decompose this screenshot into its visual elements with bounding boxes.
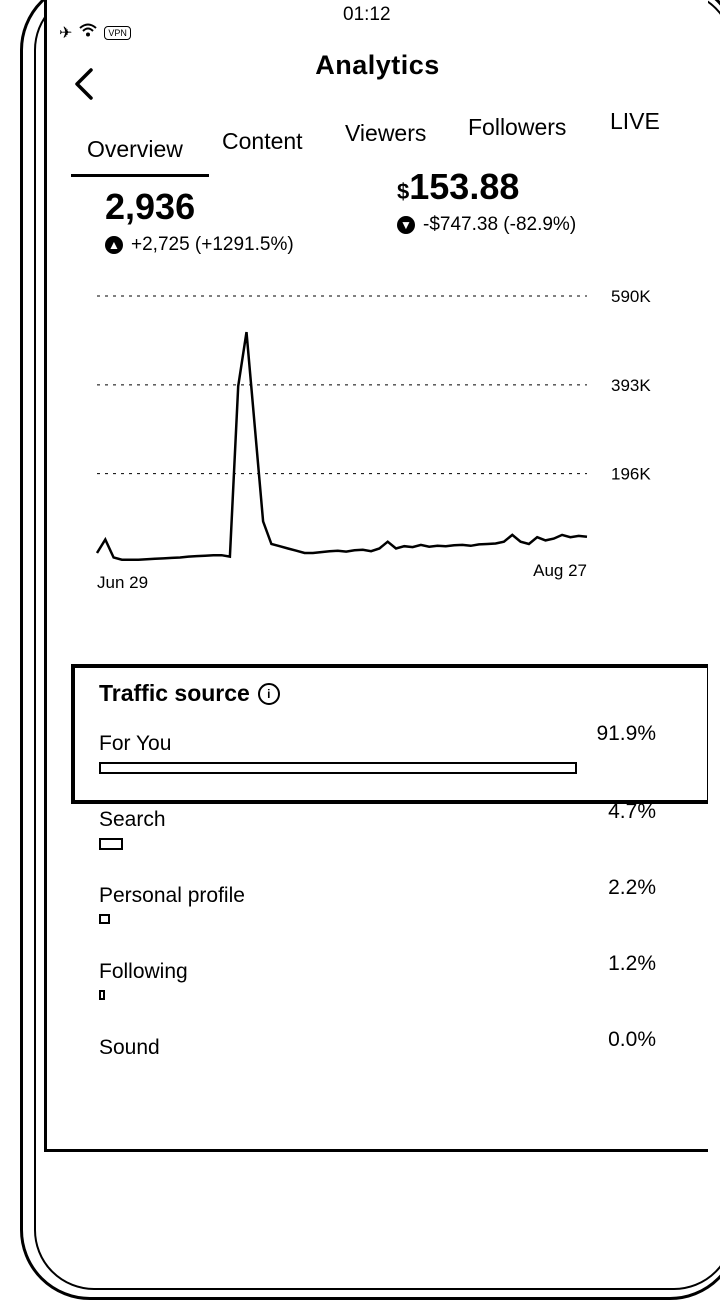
metric-revenue-delta-text: -$747.38 (-82.9%): [423, 214, 577, 235]
status-time: 01:12: [343, 4, 391, 25]
wifi-icon: [78, 22, 98, 43]
x-tick-end: Aug 27: [533, 561, 587, 580]
source-percent: 4.7%: [608, 800, 656, 823]
traffic-source-row: Personal profile 2.2%: [47, 876, 708, 944]
source-bar: [99, 838, 124, 850]
source-percent: 1.2%: [608, 952, 656, 975]
back-button[interactable]: [67, 64, 101, 104]
source-label: Personal profile: [99, 884, 245, 907]
traffic-source-row: Search 4.7%: [47, 800, 708, 868]
source-bar: [99, 914, 111, 924]
traffic-source-card: Traffic source i: [71, 664, 708, 804]
source-label: Sound: [99, 1036, 160, 1059]
metric-views-delta: ▲ +2,725 (+1291.5%): [105, 234, 294, 256]
metric-revenue-value-row: $153.88: [397, 166, 576, 208]
tab-followers[interactable]: Followers: [468, 114, 567, 140]
series-line: [95, 331, 588, 561]
app-screen: ✈ VPN 01:12 Analytics Overview Content V…: [44, 0, 708, 1152]
source-percent: 2.2%: [608, 876, 656, 899]
airplane-icon: ✈: [59, 24, 73, 42]
traffic-source-row: For You 91.9%: [47, 722, 708, 790]
status-bar: ✈ VPN 01:12: [47, 0, 708, 44]
line-chart: 590K 393K 196K Jun 29 Aug 27: [87, 276, 687, 606]
tab-live[interactable]: LIVE: [610, 108, 660, 134]
metric-revenue: $153.88 ▼ -$747.38 (-82.9%): [397, 166, 576, 236]
traffic-source-row: Sound 0.0%: [47, 1028, 708, 1096]
tab-content[interactable]: Content: [222, 128, 303, 154]
source-bar: [99, 990, 106, 1000]
info-icon[interactable]: i: [257, 682, 280, 705]
status-left-icons: ✈ VPN: [59, 22, 131, 43]
traffic-source-title: Traffic source: [99, 680, 250, 706]
metric-views-value: 2,936: [105, 186, 196, 227]
source-label: Following: [99, 960, 188, 983]
x-tick-start: Jun 29: [97, 573, 148, 592]
chevron-left-icon: [75, 68, 93, 100]
y-tick-label: 590K: [611, 287, 651, 306]
page-title: Analytics: [315, 50, 440, 80]
source-label: For You: [99, 732, 172, 755]
y-tick-label: 393K: [611, 376, 651, 395]
traffic-source-title-row: Traffic source i: [99, 680, 280, 707]
source-percent: 91.9%: [596, 722, 656, 745]
tab-overview[interactable]: Overview: [87, 136, 183, 162]
tab-bar: Overview Content Viewers Followers LIVE: [47, 108, 708, 182]
active-tab-indicator: [71, 174, 209, 177]
metric-views-delta-text: +2,725 (+1291.5%): [131, 234, 294, 255]
traffic-source-row: Following 1.2%: [47, 952, 708, 1020]
source-percent: 0.0%: [608, 1028, 656, 1051]
tab-viewers[interactable]: Viewers: [345, 120, 427, 146]
y-tick-label: 196K: [611, 465, 651, 484]
source-label: Search: [99, 808, 166, 831]
source-bar: [99, 762, 577, 774]
arrow-up-icon: ▲: [105, 236, 123, 254]
chart-svg: 590K 393K 196K Jun 29 Aug 27: [95, 287, 651, 592]
metric-revenue-value: 153.88: [409, 166, 520, 207]
metric-revenue-delta: ▼ -$747.38 (-82.9%): [397, 214, 576, 236]
metric-views: 2,936 ▲ +2,725 (+1291.5%): [105, 186, 294, 256]
arrow-down-icon: ▼: [397, 216, 415, 234]
vpn-badge: VPN: [104, 25, 131, 40]
currency-symbol: $: [397, 179, 410, 204]
